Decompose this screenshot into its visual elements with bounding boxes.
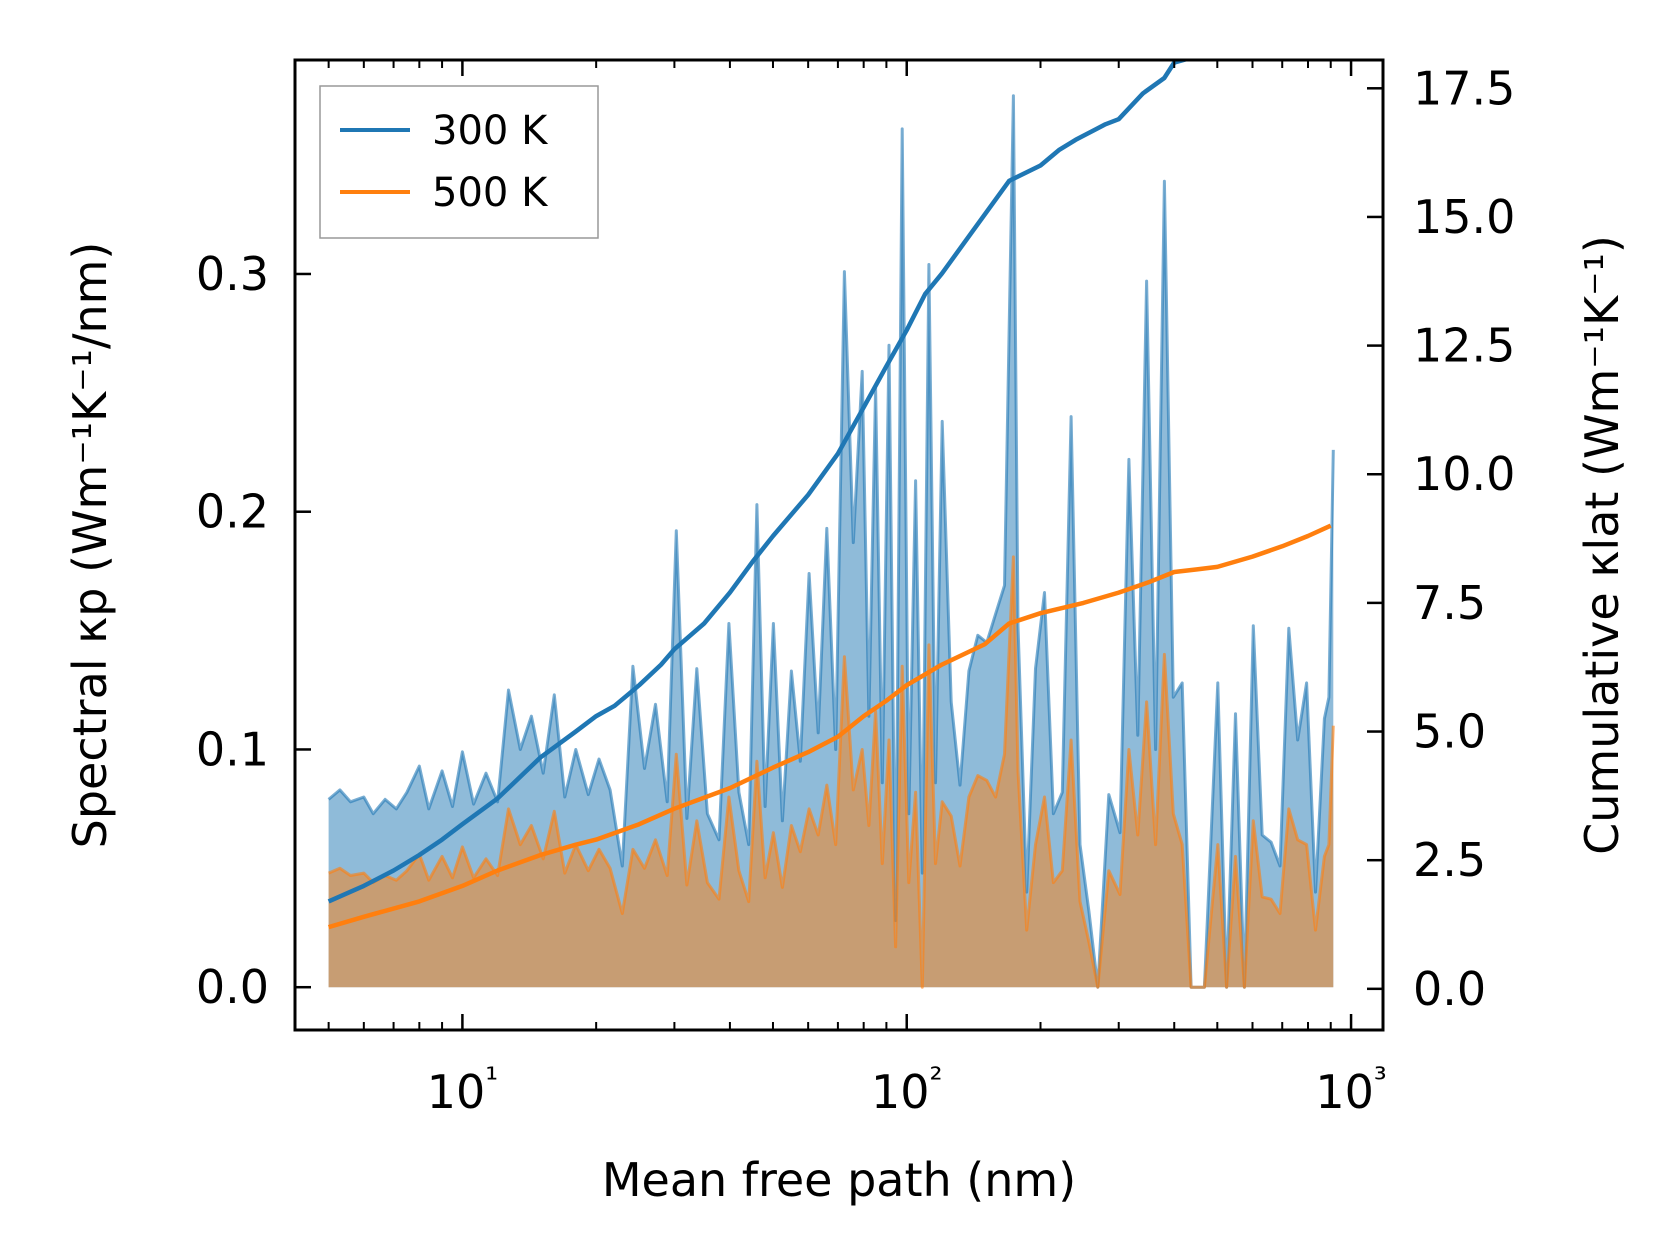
y-right-tick-label: 10.0: [1413, 447, 1515, 501]
y-axis-left-label: Spectral κp (Wm⁻¹K⁻¹/nm): [63, 242, 117, 849]
y-right-tick-label: 2.5: [1413, 833, 1486, 887]
x-tick-label: 10²: [871, 1060, 942, 1119]
legend-label-500k: 500 K: [432, 170, 549, 216]
plot-area: [327, 60, 1335, 989]
x-tick-label: 10³: [1315, 1060, 1386, 1119]
y-right-tick-label: 5.0: [1413, 705, 1486, 759]
y-right-tick-label: 0.0: [1413, 962, 1486, 1016]
y-right-tick-label: 17.5: [1413, 61, 1515, 115]
cumulative-line-500k: [327, 523, 1332, 930]
legend: 300 K 500 K: [319, 85, 599, 239]
spectral-line-300k: [327, 94, 1335, 989]
x-tick-label: 10¹: [427, 1060, 498, 1119]
y-right-tick-label: 7.5: [1413, 576, 1486, 630]
y-left-tick-label: 0.3: [196, 247, 269, 301]
legend-label-300k: 300 K: [432, 108, 549, 154]
plot-frame: [293, 58, 1385, 1032]
y-left-tick-label: 0.1: [196, 722, 269, 776]
legend-frame: [319, 85, 599, 239]
x-axis-label: Mean free path (nm): [602, 1153, 1076, 1207]
y-left-tick-label: 0.2: [196, 485, 269, 539]
y-axis-right-label: Cumulative κlat (Wm⁻¹K⁻¹): [1575, 235, 1629, 855]
spectral-line-500k: [328, 555, 1335, 989]
spectral-fill-500k: [328, 556, 1334, 988]
y-right-tick-label: 12.5: [1413, 319, 1515, 373]
axis-ticks: 10¹ 10² 10³ 0.0 0.1 0.2 0.3 0.0 2.5 5.0 7.5 10.0 12.…: [196, 60, 1515, 1119]
y-left-tick-label: 0.0: [196, 960, 269, 1014]
cumulative-line-300k: [327, 60, 1192, 904]
y-right-tick-label: 15.0: [1413, 190, 1515, 244]
